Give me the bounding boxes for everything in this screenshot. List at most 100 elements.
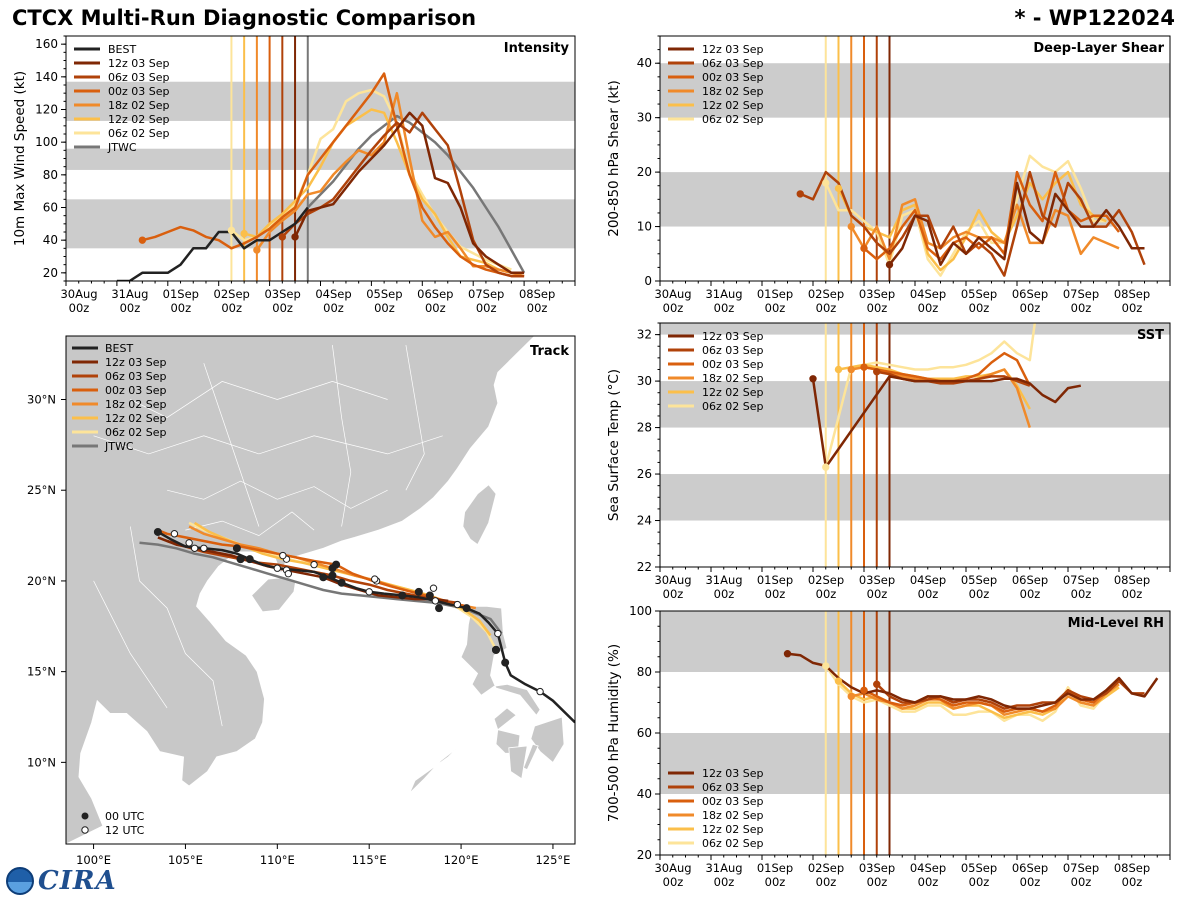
series-line-best (116, 206, 309, 281)
y-tick-label: 30 (637, 111, 652, 125)
x-tick-sublabel: 00z (816, 875, 837, 889)
series-line-06z-03-sep (281, 111, 525, 278)
panel-deep-layer-shear: 01020304030Aug00z31Aug00z01Sep00z02Sep00… (606, 35, 1171, 315)
legend-label-06z-03-sep: 06z 03 Sep (702, 57, 764, 70)
series-line-12z-03-sep (888, 181, 1145, 266)
x-tick-sublabel: 00z (867, 301, 888, 315)
land-taiwan (462, 484, 497, 546)
track-marker-12utc (371, 575, 379, 583)
legend-label-06z-02-sep: 06z 02 Sep (702, 400, 764, 413)
x-tick-label: 31Aug (705, 861, 742, 875)
panel-sst: 22242628303230Aug00z31Aug00z01Sep00z02Se… (606, 322, 1171, 601)
admin-border (130, 381, 388, 419)
x-tick-label: 01Sep (757, 287, 793, 301)
x-tick-label: 03Sep (859, 287, 895, 301)
y-axis-label: 700-500 hPa Humidity (%) (606, 644, 622, 822)
track-marker-00utc (425, 591, 434, 600)
x-tick-label: 31Aug (705, 573, 742, 587)
x-tick-label: 08Sep (1114, 287, 1150, 301)
x-tick-label: 02Sep (808, 573, 844, 587)
series-line-12z-02-sep (837, 170, 1107, 272)
panel-mid-level-rh: 2040608010030Aug00z31Aug00z01Sep00z02Sep… (606, 604, 1171, 889)
legend-label-12z-03-sep: 12z 03 Sep (702, 43, 764, 56)
legend-label-12z-03-sep: 12z 03 Sep (105, 356, 167, 369)
cira-logo: CIRA (6, 866, 117, 896)
x-tick-sublabel: 00z (663, 587, 684, 601)
cira-logo-text: CIRA (38, 866, 117, 896)
track-marker-12utc (273, 564, 282, 572)
x-tick-label: 05Sep (961, 861, 997, 875)
x-tick-sublabel: 00z (765, 587, 786, 601)
lon-tick-label: 115°E (352, 853, 387, 867)
track-marker-00utc (328, 564, 337, 573)
x-tick-sublabel: 00z (272, 301, 293, 315)
y-tick-label: 28 (637, 421, 652, 435)
lat-tick-label: 10°N (27, 755, 56, 769)
y-tick-label: 40 (43, 233, 58, 247)
init-marker-06z-02-sep (822, 662, 830, 670)
track-marker-00utc (501, 658, 510, 667)
x-tick-label: 04Sep (910, 287, 946, 301)
legend-label-06z-03-sep: 06z 03 Sep (105, 370, 167, 383)
init-marker-18z-02-sep (847, 222, 855, 231)
admin-border (405, 345, 425, 491)
legend-label-best: BEST (105, 342, 133, 355)
panel-title: SST (1137, 328, 1164, 343)
legend-label-12z-02-sep: 12z 02 Sep (702, 823, 764, 836)
init-marker-12z-03-sep (783, 650, 792, 658)
init-marker-06z-03-sep (873, 680, 881, 688)
x-tick-sublabel: 00z (816, 301, 837, 315)
legend-label-06z-03-sep: 06z 03 Sep (702, 781, 764, 794)
track-marker-00utc (328, 571, 337, 580)
track-marker-12utc (185, 539, 193, 547)
y-tick-label: 20 (637, 848, 652, 862)
x-tick-label: 05Sep (961, 573, 997, 587)
land-samar-leyte (530, 716, 565, 764)
series-line-12z-03-sep (787, 652, 1159, 710)
legend-marker-00utc (81, 812, 89, 820)
x-tick-label: 30Aug (654, 861, 691, 875)
x-tick-sublabel: 00z (527, 301, 548, 315)
init-marker-06z-03-sep (796, 190, 804, 198)
track-marker-00utc (435, 604, 444, 613)
page-title: CTCX Multi-Run Diagnostic Comparison (12, 6, 477, 30)
lon-tick-label: 120°E (444, 853, 479, 867)
x-tick-label: 05Sep (366, 287, 402, 301)
y-tick-label: 0 (644, 274, 652, 288)
x-tick-sublabel: 00z (663, 301, 684, 315)
x-tick-sublabel: 00z (1020, 301, 1041, 315)
legend-label-jtwc: JTWC (104, 440, 134, 453)
init-marker-12z-02-sep (834, 184, 843, 193)
storm-id: * - WP122024 (1014, 6, 1175, 30)
track-marker-00utc (232, 544, 241, 553)
land-mindoro (493, 707, 517, 731)
track-marker-12utc (536, 687, 544, 696)
init-marker-12z-03-sep (809, 375, 817, 383)
lon-tick-label: 125°E (535, 853, 570, 867)
x-tick-label: 06Sep (1012, 573, 1048, 587)
legend-label-18z-02-sep: 18z 02 Sep (702, 85, 764, 98)
x-tick-label: 03Sep (859, 861, 895, 875)
land-cebu (522, 743, 539, 771)
x-tick-label: 04Sep (315, 287, 351, 301)
legend-label-12z-03-sep: 12z 03 Sep (702, 330, 764, 343)
init-marker-00z-03-sep (860, 363, 868, 371)
x-tick-label: 30Aug (60, 287, 97, 301)
legend-label-06z-02-sep: 06z 02 Sep (702, 837, 764, 850)
panel-title: Mid-Level RH (1068, 616, 1164, 631)
y-tick-label: 32 (637, 328, 652, 342)
lon-tick-label: 110°E (260, 853, 295, 867)
y-tick-label: 20 (637, 165, 652, 179)
x-tick-label: 01Sep (757, 861, 793, 875)
track-marker-12utc (279, 551, 287, 560)
x-tick-sublabel: 00z (1071, 875, 1092, 889)
track-marker-00utc (153, 527, 162, 536)
init-marker-12z-02-sep (834, 365, 843, 374)
x-tick-sublabel: 00z (1071, 587, 1092, 601)
legend-label-18z-02-sep: 18z 02 Sep (108, 99, 170, 112)
band-1 (660, 611, 1170, 672)
y-tick-label: 140 (35, 70, 58, 84)
x-tick-label: 08Sep (1114, 861, 1150, 875)
series-line-12z-03-sep (811, 375, 1082, 469)
